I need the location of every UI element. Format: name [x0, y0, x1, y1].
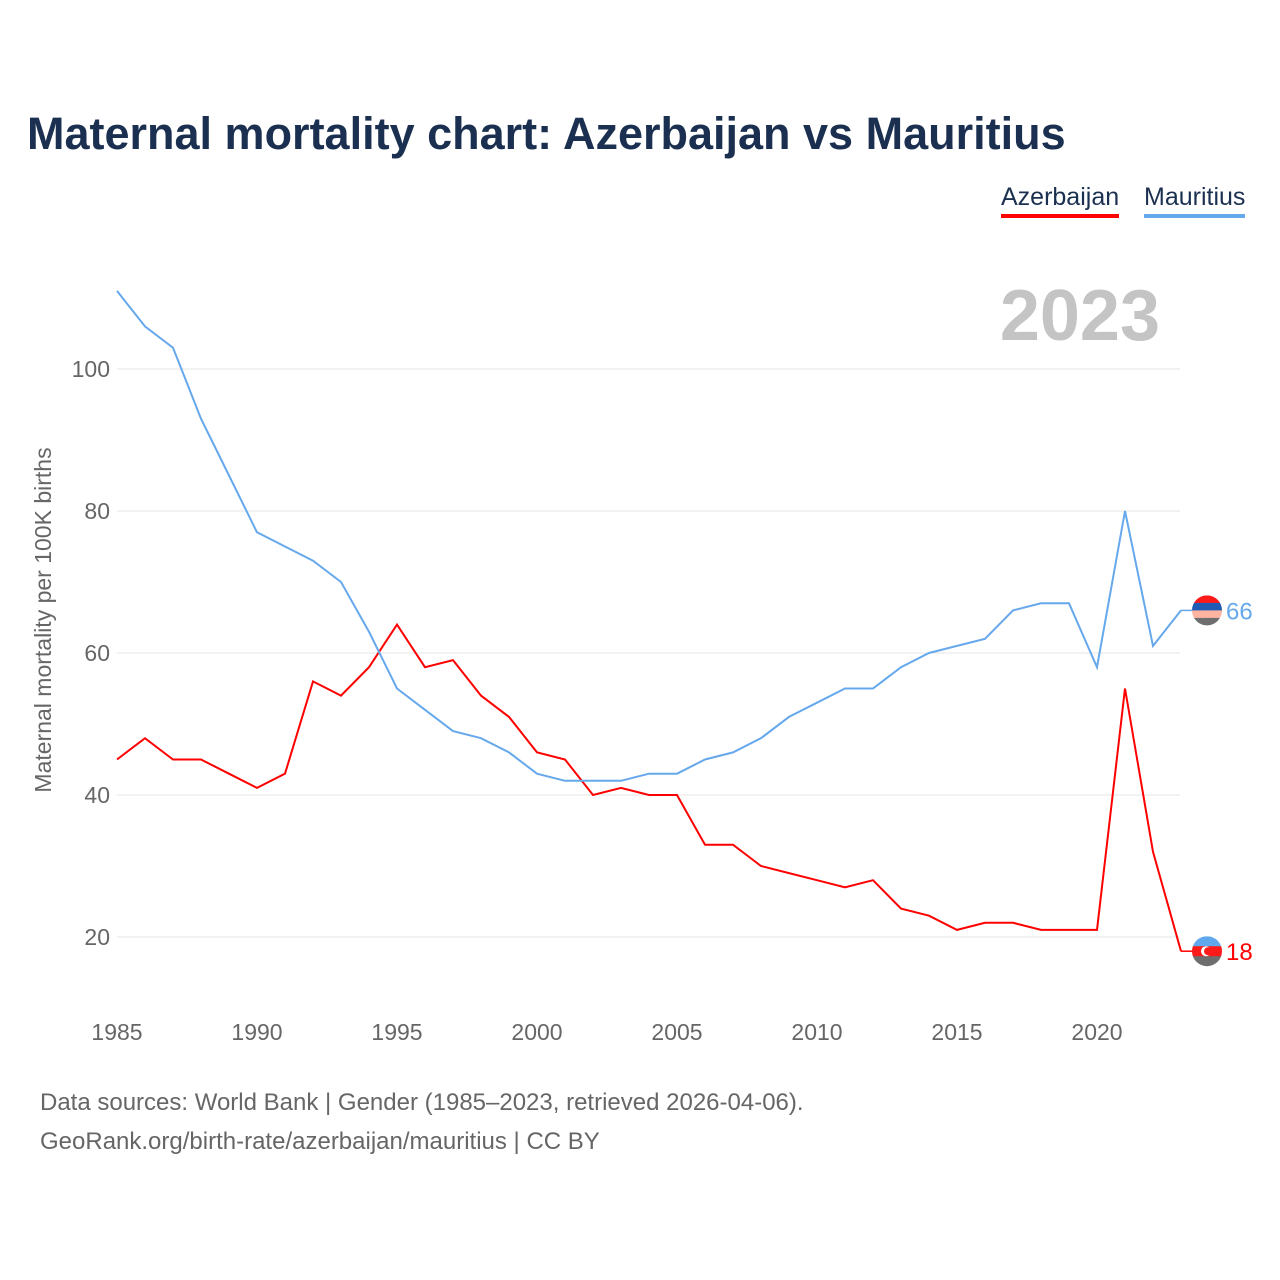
x-tick-label: 1995 [371, 1019, 422, 1045]
y-tick-label: 60 [84, 640, 110, 666]
x-tick-label: 2005 [651, 1019, 702, 1045]
series-line-azerbaijan [116, 622, 1182, 952]
x-tick-label: 1985 [91, 1019, 142, 1045]
flag-icon-mauritius [1192, 595, 1222, 626]
flag-icon-azerbaijan [1192, 936, 1222, 967]
x-tick-label: 1990 [231, 1019, 282, 1045]
y-tick-label: 80 [84, 498, 110, 524]
x-tick-label: 2015 [931, 1019, 982, 1045]
y-axis-label: Maternal mortality per 100K births [30, 447, 56, 792]
y-tick-label: 40 [84, 782, 110, 808]
page-title: Maternal mortality chart: Azerbaijan vs … [27, 108, 1066, 159]
legend-mauritius[interactable]: Mauritius [1144, 183, 1246, 218]
x-tick-label: 2000 [511, 1019, 562, 1045]
x-tick-label: 2020 [1071, 1019, 1122, 1045]
y-tick-label: 20 [84, 924, 110, 950]
series-line-mauritius [116, 290, 1182, 782]
source-line-1: Data sources: World Bank | Gender (1985–… [40, 1089, 804, 1116]
legend-azerbaijan[interactable]: Azerbaijan [1001, 183, 1120, 218]
x-tick-label: 2010 [791, 1019, 842, 1045]
end-value-label: 66 [1226, 598, 1253, 625]
y-tick-label: 100 [72, 356, 110, 382]
source-line-2: GeoRank.org/birth-rate/azerbaijan/maurit… [40, 1128, 600, 1155]
end-value-label: 18 [1226, 939, 1253, 966]
year-label: 2023 [1000, 276, 1160, 356]
